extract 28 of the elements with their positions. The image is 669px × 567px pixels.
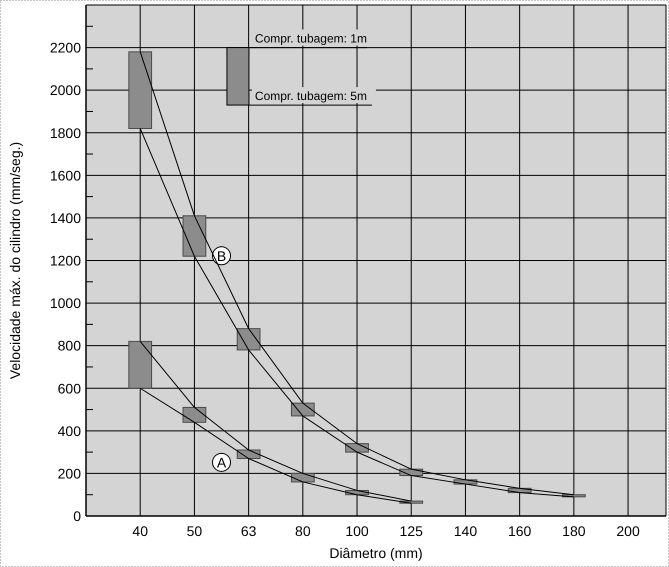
- x-tick-label: 180: [562, 523, 586, 539]
- annotation: Compr. tubagem: 5m: [254, 89, 367, 104]
- x-tick-label: 140: [454, 523, 478, 539]
- y-tick-label: 2200: [50, 40, 82, 56]
- x-tick-label: 100: [345, 523, 369, 539]
- series-label: A: [216, 454, 227, 470]
- y-tick-label: 1800: [50, 124, 82, 141]
- x-tick-label: 80: [295, 523, 311, 539]
- y-tick-label: 1400: [50, 210, 82, 226]
- series-label: B: [216, 248, 226, 264]
- x-tick-label: 50: [186, 523, 202, 539]
- x-tick-label: 40: [132, 523, 148, 539]
- y-tick-label: 1000: [50, 295, 82, 312]
- y-tick-label: 1200: [50, 252, 82, 268]
- x-tick-label: 160: [508, 523, 532, 539]
- annotation: Compr. tubagem: 1m: [254, 32, 367, 46]
- y-tick-label: 0: [73, 508, 82, 524]
- x-tick-label: 200: [616, 523, 640, 539]
- x-tick-label: 63: [240, 523, 257, 539]
- x-tick-label: 125: [400, 523, 424, 539]
- x-axis-title: Diâmetro (mm): [329, 545, 423, 561]
- y-tick-label: 400: [58, 422, 82, 439]
- y-tick-label: 600: [58, 380, 82, 396]
- y-tick-label: 2000: [50, 82, 82, 98]
- y-axis-title: Velocidade máx. do cilindro (mm/seg.): [7, 142, 23, 380]
- y-tick-label: 200: [58, 465, 82, 482]
- y-tick-label: 1600: [50, 167, 82, 184]
- y-tick-label: 800: [58, 338, 82, 354]
